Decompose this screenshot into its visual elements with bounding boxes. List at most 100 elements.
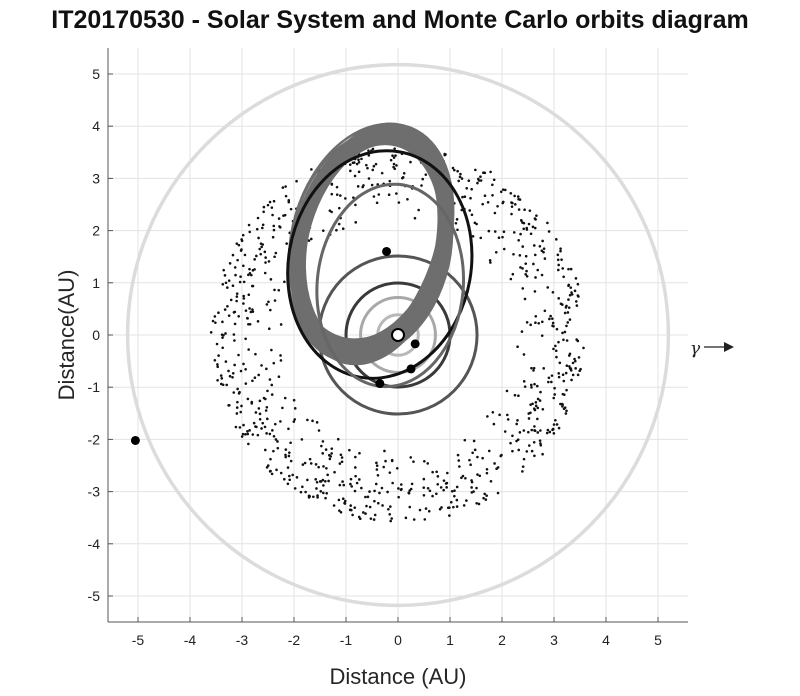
asteroid-point: [574, 359, 577, 363]
asteroid-point: [267, 260, 271, 263]
asteroid-point: [479, 236, 483, 240]
asteroid-point: [527, 430, 530, 434]
asteroid-point: [557, 426, 561, 430]
asteroid-point: [404, 516, 408, 520]
asteroid-point: [375, 461, 378, 465]
asteroid-point: [481, 202, 484, 206]
asteroid-point: [529, 383, 533, 387]
asteroid-point: [258, 399, 262, 403]
asteroid-point: [232, 333, 236, 336]
x-tick-label: -4: [184, 632, 197, 648]
asteroid-point: [242, 302, 245, 305]
asteroid-point: [565, 388, 568, 392]
asteroid-point: [322, 484, 325, 487]
asteroid-point: [509, 277, 513, 281]
asteroid-point: [479, 175, 482, 178]
asteroid-point: [525, 450, 529, 453]
asteroid-point: [445, 481, 449, 485]
asteroid-point: [269, 457, 272, 461]
planet-orbit: [125, 62, 671, 608]
asteroid-point: [255, 254, 258, 258]
asteroid-point: [292, 420, 296, 423]
asteroid-point: [389, 158, 393, 162]
asteroid-point: [289, 441, 292, 445]
asteroid-point: [281, 406, 284, 410]
asteroid-point: [326, 473, 329, 477]
asteroid-point: [468, 209, 472, 212]
asteroid-point: [322, 491, 325, 495]
asteroid-point: [273, 422, 277, 426]
asteroid-point: [453, 168, 456, 172]
asteroid-point: [215, 342, 219, 346]
asteroid-point: [286, 482, 290, 486]
asteroid-point: [279, 323, 283, 326]
asteroid-point: [522, 380, 526, 383]
asteroid-point: [225, 383, 228, 387]
x-tick-label: 0: [394, 632, 402, 648]
asteroid-point: [492, 178, 496, 182]
asteroid-point: [366, 495, 370, 499]
asteroid-point: [372, 518, 376, 521]
asteroid-point: [267, 327, 271, 331]
asteroid-point: [335, 185, 339, 189]
asteroid-point: [357, 161, 361, 164]
asteroid-point: [371, 147, 375, 151]
asteroid-point: [219, 382, 223, 386]
asteroid-point: [516, 438, 520, 441]
asteroid-point: [236, 258, 239, 262]
asteroid-point: [522, 353, 526, 356]
asteroid-point: [273, 255, 276, 259]
asteroid-point: [223, 274, 227, 277]
asteroid-point: [319, 480, 323, 483]
asteroid-point: [366, 166, 369, 170]
asteroid-point: [552, 423, 556, 426]
asteroid-point: [534, 321, 537, 325]
asteroid-point: [409, 487, 413, 491]
asteroid-point: [279, 420, 282, 423]
asteroid-point: [250, 273, 253, 277]
asteroid-point: [228, 262, 232, 265]
asteroid-point: [476, 455, 479, 459]
y-tick-label: 1: [92, 275, 100, 291]
asteroid-point: [378, 491, 381, 495]
asteroid-point: [216, 379, 219, 382]
asteroid-point: [552, 396, 556, 400]
asteroid-point: [438, 507, 442, 511]
asteroid-point: [257, 236, 260, 240]
asteroid-point: [456, 228, 459, 232]
asteroid-point: [464, 476, 467, 480]
asteroid-point: [360, 486, 363, 490]
asteroid-point: [533, 290, 537, 293]
asteroid-point: [325, 492, 329, 495]
asteroid-point: [570, 293, 574, 296]
asteroid-point: [536, 268, 540, 272]
asteroid-point: [562, 275, 565, 279]
asteroid-point: [289, 459, 293, 463]
arrow-head-icon: [724, 342, 734, 352]
asteroid-point: [561, 403, 564, 407]
asteroid-point: [340, 456, 344, 459]
y-tick-label: -1: [88, 379, 101, 395]
asteroid-point: [549, 314, 552, 318]
asteroid-point: [554, 418, 557, 422]
asteroid-point: [571, 373, 575, 377]
asteroid-point: [349, 477, 353, 481]
asteroid-point: [557, 340, 560, 344]
asteroid-point: [502, 247, 506, 251]
asteroid-point: [281, 186, 285, 189]
asteroid-point: [519, 232, 522, 236]
asteroid-point: [532, 369, 535, 372]
asteroid-point: [532, 244, 536, 247]
x-tick-label: -5: [132, 632, 145, 648]
asteroid-point: [559, 247, 562, 250]
asteroid-point: [531, 225, 535, 229]
asteroid-point: [284, 194, 288, 198]
asteroid-point: [273, 288, 276, 292]
asteroid-point: [256, 320, 260, 323]
asteroid-point: [351, 513, 354, 517]
asteroid-point: [557, 372, 561, 375]
asteroid-point: [522, 429, 526, 432]
asteroid-point: [469, 463, 472, 467]
asteroid-point: [533, 454, 536, 458]
asteroid-point: [566, 321, 570, 324]
